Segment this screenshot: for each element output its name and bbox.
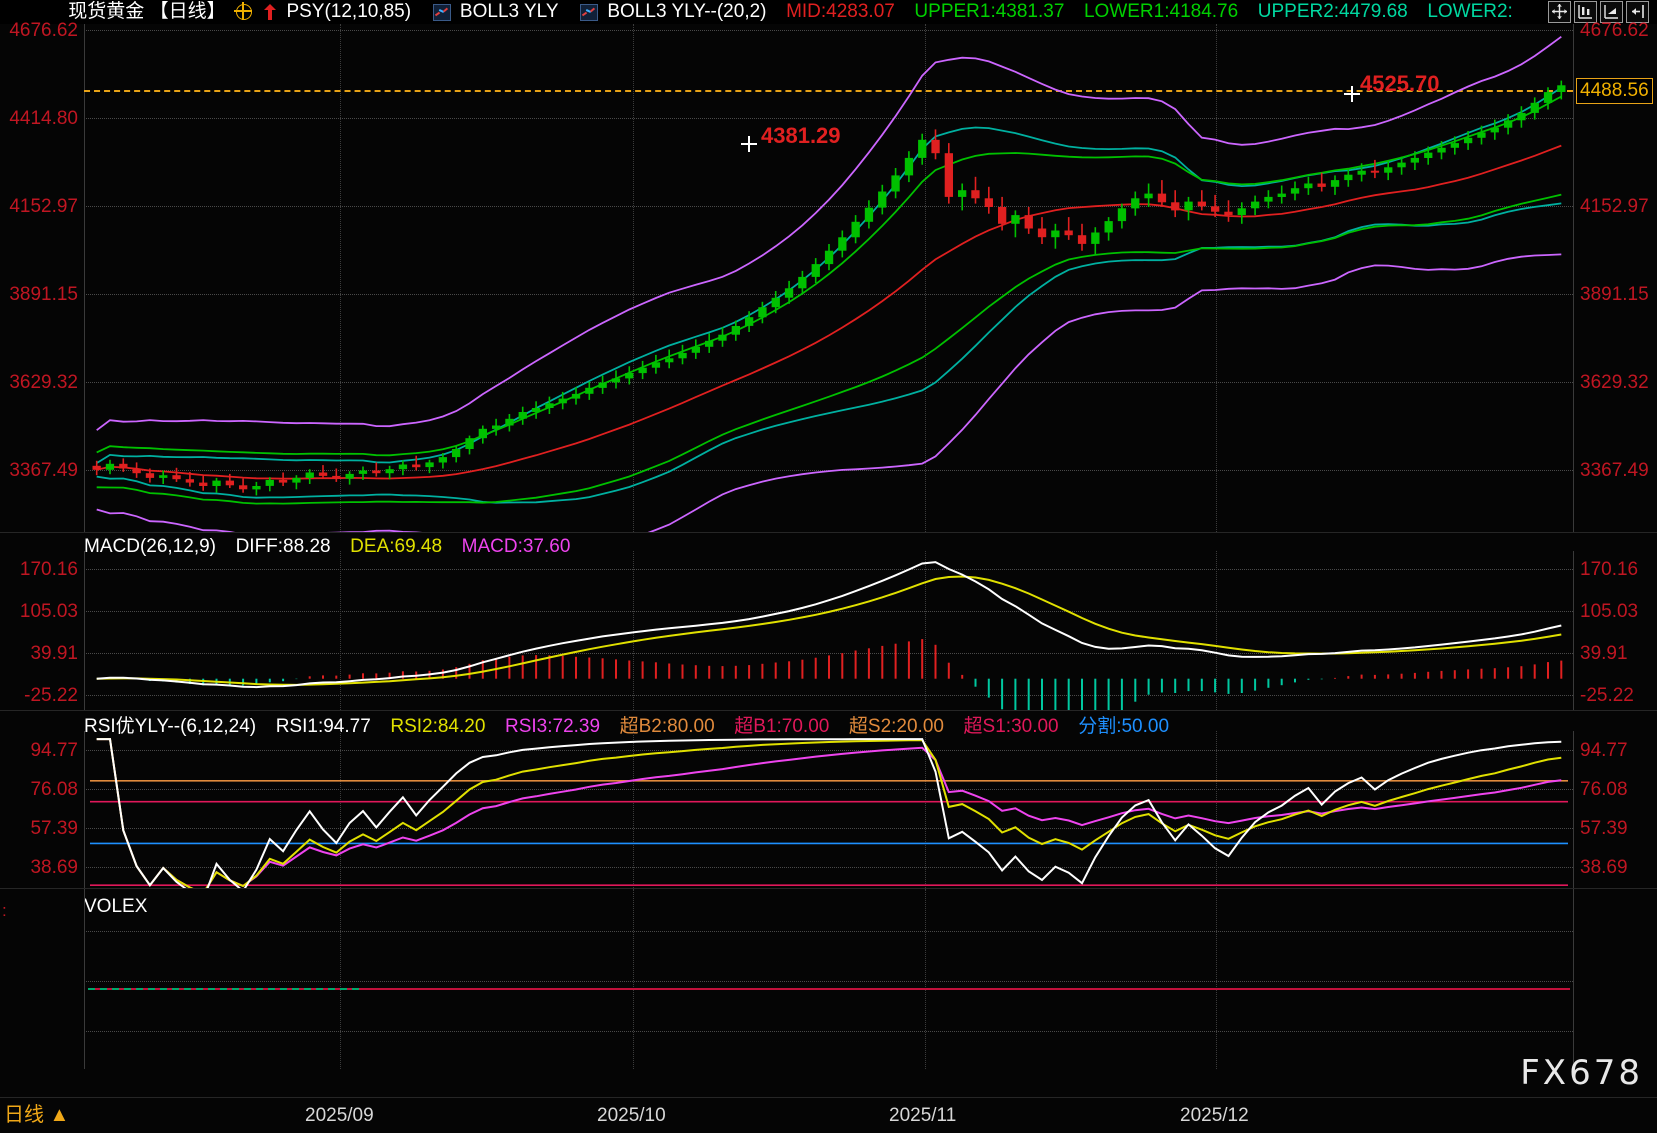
rsi-axis-tick: 94.77: [30, 740, 78, 761]
macd-diff-value: DIFF:88.28: [235, 536, 331, 557]
crosshair-icon[interactable]: [233, 2, 252, 20]
x-axis-tick: 2025/12: [1180, 1105, 1249, 1126]
macd-axis-tick-right: -25.22: [1580, 685, 1634, 706]
rsi-title-group: RSI优YLY--(6,12,24) RSI1:94.77 RSI2:84.20…: [84, 717, 1169, 737]
macd-axis-tick-right: 105.03: [1580, 601, 1639, 622]
psy-indicator-label[interactable]: PSY(12,10,85): [286, 1, 412, 22]
latest-high-crosshair: [1344, 86, 1360, 102]
collapse-panel-icon[interactable]: [1626, 1, 1649, 23]
rsi2-value: RSI2:84.20: [390, 716, 486, 737]
boll-indicator-label-2[interactable]: BOLL3 YLY--(20,2): [607, 1, 767, 22]
timeframe-label[interactable]: 【日线】: [149, 1, 226, 22]
current-price-line: [84, 90, 1573, 92]
macd-axis-tick: 170.16: [19, 559, 78, 580]
rsi-series-canvas: [90, 738, 1568, 888]
rsi3-value: RSI3:72.39: [504, 716, 601, 737]
wave-chart-icon[interactable]: [580, 3, 599, 21]
swing-high-crosshair: [741, 136, 757, 152]
wave-chart-icon[interactable]: [432, 3, 451, 21]
measure-left-icon[interactable]: [1574, 1, 1597, 23]
macd-title: MACD(26,12,9): [84, 536, 216, 557]
volex-left-marker: :: [2, 901, 7, 920]
rsi-s1-value: 超S1:30.00: [963, 716, 1059, 737]
boll-lower1-value: LOWER1:4184.76: [1083, 1, 1239, 22]
macd-title-group: MACD(26,12,9) DIFF:88.28 DEA:69.48 MACD:…: [84, 537, 570, 557]
macd-axis-tick-right: 39.91: [1580, 643, 1628, 664]
price-axis-tick: 4152.97: [9, 196, 78, 217]
timeframe-selector[interactable]: 日线 ▲: [4, 1104, 70, 1126]
move-crosshair-icon[interactable]: [1548, 1, 1571, 23]
rsi1-value: RSI1:94.77: [275, 716, 371, 737]
boll-indicator-label-1[interactable]: BOLL3 YLY: [459, 1, 559, 22]
swing-high-label: 4381.29: [761, 123, 841, 148]
x-axis-tick: 2025/10: [597, 1105, 666, 1126]
up-arrow-icon: [264, 4, 277, 20]
rsi-axis-tick-right: 38.69: [1580, 857, 1628, 878]
chart-header-legend: 现货黄金 【日线】 PSY(12,10,85) BOLL3 YLY BOLL3 …: [0, 0, 1657, 24]
macd-dea-value: DEA:69.48: [350, 536, 443, 557]
rsi-axis-tick-right: 76.08: [1580, 779, 1628, 800]
price-axis-tick: 4414.80: [9, 108, 78, 129]
price-axis-tick: 3891.15: [9, 284, 78, 305]
rsi-axis-tick: 57.39: [30, 818, 78, 839]
macd-series-canvas: [96, 561, 1563, 710]
macd-axis-tick: -25.22: [24, 685, 78, 706]
chart-footer: 日线 ▲ 2025/09 2025/10 2025/11 2025/12: [0, 1097, 1657, 1133]
price-axis-tick: 3629.32: [9, 372, 78, 393]
rsi-axis-tick-right: 94.77: [1580, 740, 1628, 761]
price-axis-tick-right: 4676.62: [1580, 20, 1649, 41]
macd-axis-tick: 39.91: [30, 643, 78, 664]
watermark: FX678: [1520, 1053, 1643, 1093]
price-axis-tick: 4676.62: [9, 20, 78, 41]
volex-title: VOLEX: [84, 896, 148, 917]
rsi-b2-value: 超B2:80.00: [619, 716, 715, 737]
x-axis-tick: 2025/09: [305, 1105, 374, 1126]
rsi-panel[interactable]: RSI优YLY--(6,12,24) RSI1:94.77 RSI2:84.20…: [0, 711, 1657, 888]
current-price-tag[interactable]: 4488.56: [1576, 78, 1653, 104]
rsi-title: RSI优YLY--(6,12,24): [84, 716, 257, 737]
boll-lower2-value: LOWER2:: [1427, 1, 1513, 22]
price-chart-panel[interactable]: 4676.62 4414.80 4152.97 3891.15 3629.32 …: [0, 20, 1657, 532]
price-axis-tick-right: 3367.49: [1580, 460, 1649, 481]
price-axis-tick-right: 3629.32: [1580, 372, 1649, 393]
chart-toolbar[interactable]: [1548, 1, 1649, 23]
volex-panel[interactable]: VOLEX :: [0, 889, 1657, 1069]
price-axis-tick: 3367.49: [9, 460, 78, 481]
boll-mid-value: MID:4283.07: [786, 1, 895, 22]
boll-upper2-value: UPPER2:4479.68: [1257, 1, 1408, 22]
macd-axis-tick: 105.03: [19, 601, 78, 622]
rsi-b1-value: 超B1:70.00: [734, 716, 830, 737]
price-axis-tick-right: 3891.15: [1580, 284, 1649, 305]
price-axis-tick-right: 4152.97: [1580, 196, 1649, 217]
latest-high-label: 4525.70: [1360, 71, 1440, 96]
macd-axis-tick-right: 170.16: [1580, 559, 1639, 580]
rsi-axis-tick: 76.08: [30, 779, 78, 800]
rsi-axis-tick-right: 57.39: [1580, 818, 1628, 839]
rsi-axis-tick: 38.69: [30, 857, 78, 878]
volex-series-canvas: [88, 988, 1570, 990]
price-series-canvas: [92, 35, 1566, 532]
measure-right-icon[interactable]: [1600, 1, 1623, 23]
rsi-split-value: 分割:50.00: [1078, 716, 1170, 737]
macd-macd-value: MACD:37.60: [461, 536, 571, 557]
boll-upper1-value: UPPER1:4381.37: [914, 1, 1065, 22]
symbol-name[interactable]: 现货黄金: [68, 1, 145, 22]
macd-panel[interactable]: MACD(26,12,9) DIFF:88.28 DEA:69.48 MACD:…: [0, 533, 1657, 710]
x-axis-tick: 2025/11: [889, 1105, 957, 1126]
rsi-s2-value: 超S2:20.00: [848, 716, 944, 737]
